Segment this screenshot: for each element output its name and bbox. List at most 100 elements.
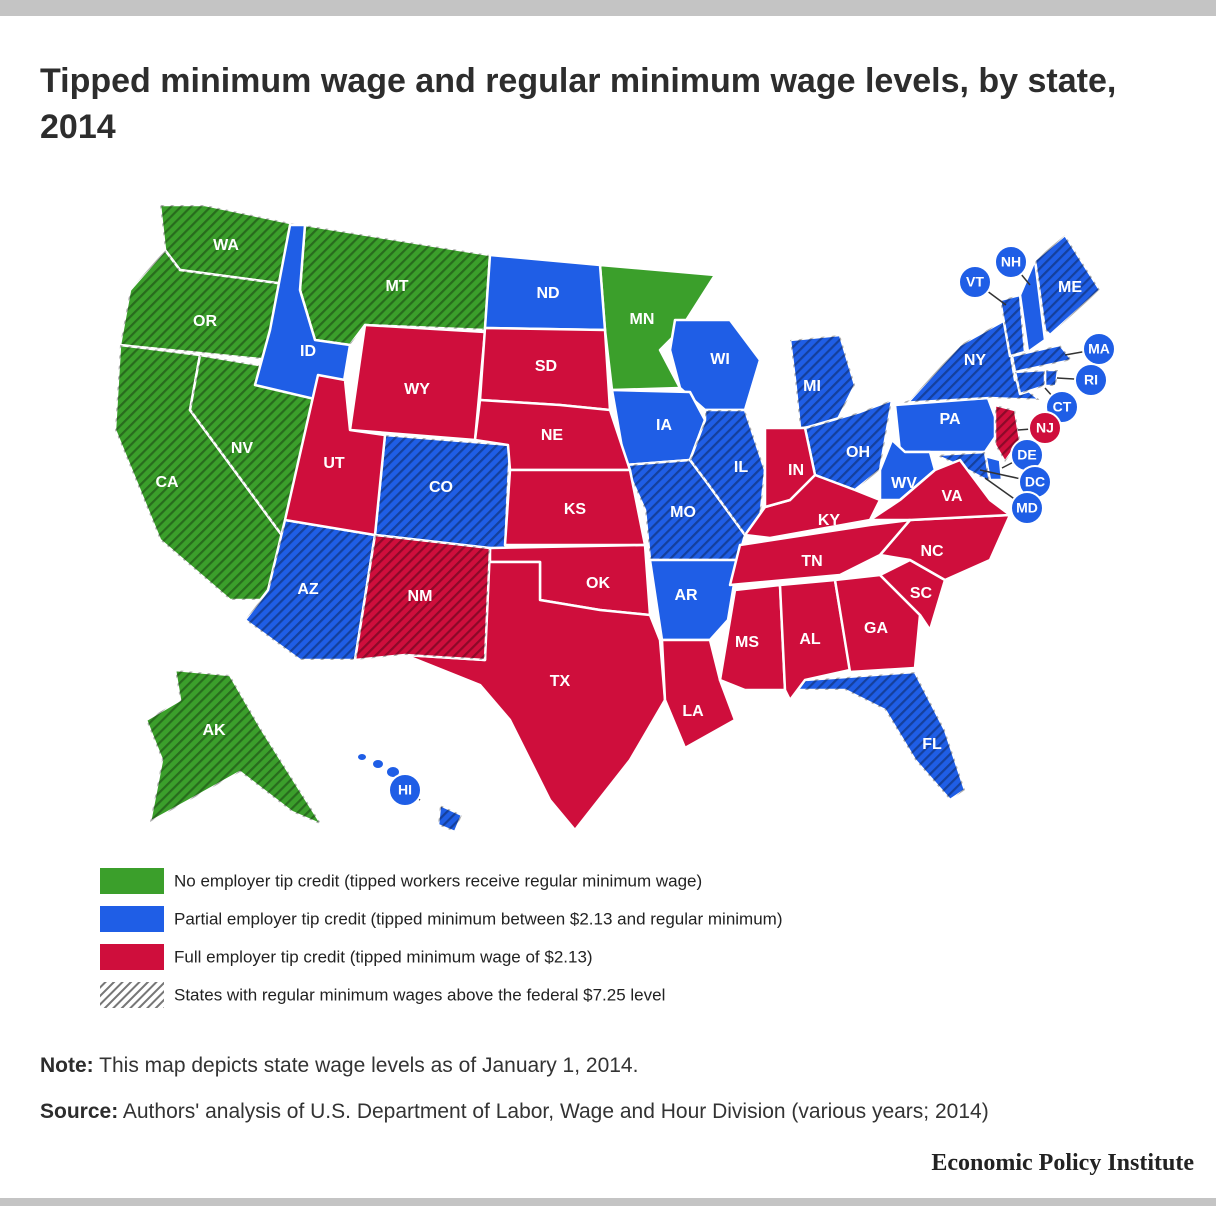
state-shape bbox=[358, 754, 366, 760]
legend-label: Full employer tip credit (tipped minimum… bbox=[174, 947, 593, 966]
state-label: NV bbox=[231, 440, 254, 457]
state-label: MO bbox=[670, 504, 696, 521]
note: Note: This map depicts state wage levels… bbox=[40, 1054, 638, 1078]
footer: Economic Policy Institute bbox=[931, 1150, 1194, 1176]
source-text: Authors' analysis of U.S. Department of … bbox=[122, 1100, 989, 1123]
state-label: AK bbox=[202, 722, 226, 739]
state-label: OH bbox=[846, 444, 870, 461]
top-bar bbox=[0, 0, 1216, 16]
state-label: UT bbox=[323, 455, 345, 472]
state-hatch bbox=[120, 250, 292, 360]
state-label: WI bbox=[710, 351, 730, 368]
state-shape bbox=[253, 223, 352, 407]
callout-circle bbox=[1074, 363, 1108, 397]
state-shape bbox=[373, 760, 383, 768]
state-label: TX bbox=[550, 673, 571, 690]
state-label: VA bbox=[941, 488, 962, 505]
state-label: KY bbox=[818, 512, 841, 529]
callout-circle bbox=[958, 265, 992, 299]
state-hatch bbox=[1000, 295, 1025, 356]
state-label: DC bbox=[1025, 474, 1045, 490]
state-shape bbox=[387, 767, 399, 777]
state-label: VT bbox=[966, 274, 984, 290]
state-label: MI bbox=[803, 378, 821, 395]
state-hatch bbox=[190, 355, 318, 560]
state-label: IL bbox=[734, 459, 748, 476]
state-shape bbox=[878, 438, 937, 502]
state-hatch bbox=[355, 535, 490, 660]
state-shape bbox=[878, 558, 947, 632]
state-hatch bbox=[438, 805, 462, 832]
state-shape bbox=[660, 638, 737, 750]
state-label: NH bbox=[1001, 254, 1021, 270]
state-label: DE bbox=[1017, 447, 1036, 463]
state-label: WA bbox=[213, 237, 239, 254]
state-shape bbox=[728, 518, 912, 587]
state-shape bbox=[403, 560, 667, 832]
state-label: CO bbox=[429, 479, 453, 496]
title: Tipped minimum wage and regular minimum … bbox=[40, 62, 1117, 146]
state-hatch bbox=[160, 205, 300, 285]
state-shape bbox=[283, 373, 387, 537]
state-label: MS bbox=[735, 634, 759, 651]
state-label: GA bbox=[864, 620, 888, 637]
state-label: AR bbox=[674, 587, 698, 604]
state-label: SC bbox=[910, 585, 933, 602]
legend-label: States with regular minimum wages above … bbox=[174, 985, 665, 1004]
state-hatch bbox=[690, 410, 765, 535]
state-label: AZ bbox=[297, 581, 319, 598]
callout-circle bbox=[1028, 411, 1062, 445]
state-hatch bbox=[245, 520, 375, 660]
state-shape bbox=[648, 558, 740, 642]
note-label: Note: bbox=[40, 1054, 94, 1077]
state-label: LA bbox=[682, 703, 704, 720]
state-label: MT bbox=[385, 278, 408, 295]
state-label: FL bbox=[922, 736, 942, 753]
legend-swatch bbox=[100, 982, 164, 1008]
state-hatch bbox=[300, 225, 490, 345]
state-hatch bbox=[375, 435, 510, 550]
state-hatch bbox=[790, 335, 855, 428]
state-label: IN bbox=[788, 462, 804, 479]
legend-swatch bbox=[100, 944, 164, 970]
state-hatch bbox=[1045, 370, 1058, 386]
state-label: CA bbox=[155, 474, 179, 491]
bottom-bar bbox=[0, 1198, 1216, 1206]
state-label: MN bbox=[630, 311, 655, 328]
source: Source: Authors' analysis of U.S. Depart… bbox=[40, 1100, 989, 1124]
state-label: KS bbox=[564, 501, 587, 518]
state-label: NM bbox=[408, 588, 433, 605]
state-shape bbox=[763, 426, 817, 509]
state-label: MA bbox=[1088, 341, 1110, 357]
state-label: ME bbox=[1058, 279, 1082, 296]
state-label: NY bbox=[964, 352, 987, 369]
callout-circle bbox=[994, 245, 1028, 279]
map: WA OR CA NV MT MN AK ID ND WI IA MO IL MI OH PA NY VT NH ME… bbox=[100, 205, 1115, 1008]
state-label: HI bbox=[398, 782, 412, 798]
state-hatch bbox=[1035, 235, 1100, 335]
state-label: ID bbox=[300, 343, 316, 360]
state-hatch bbox=[1015, 370, 1045, 394]
state-hatch bbox=[790, 672, 965, 800]
state-label: TN bbox=[801, 553, 822, 570]
state-label: AL bbox=[799, 631, 821, 648]
state-hatch bbox=[625, 460, 745, 560]
state-label: IA bbox=[656, 417, 672, 434]
state-hatch bbox=[1012, 345, 1072, 372]
state-shape bbox=[1018, 258, 1047, 354]
legend-swatch bbox=[100, 868, 164, 894]
legend-label: No employer tip credit (tipped workers r… bbox=[174, 871, 702, 890]
legend-swatch bbox=[100, 906, 164, 932]
state-label: WY bbox=[404, 381, 430, 398]
state-hatch bbox=[115, 345, 300, 600]
state-label: NC bbox=[920, 543, 944, 560]
legend-label: Partial employer tip credit (tipped mini… bbox=[174, 909, 783, 928]
callout-circle bbox=[1010, 491, 1044, 525]
state-shape bbox=[833, 573, 922, 674]
state-hatch bbox=[805, 400, 892, 490]
state-label: OR bbox=[193, 313, 217, 330]
state-label: SD bbox=[535, 358, 557, 375]
callout-circle bbox=[388, 773, 422, 807]
state-label: PA bbox=[939, 411, 960, 428]
